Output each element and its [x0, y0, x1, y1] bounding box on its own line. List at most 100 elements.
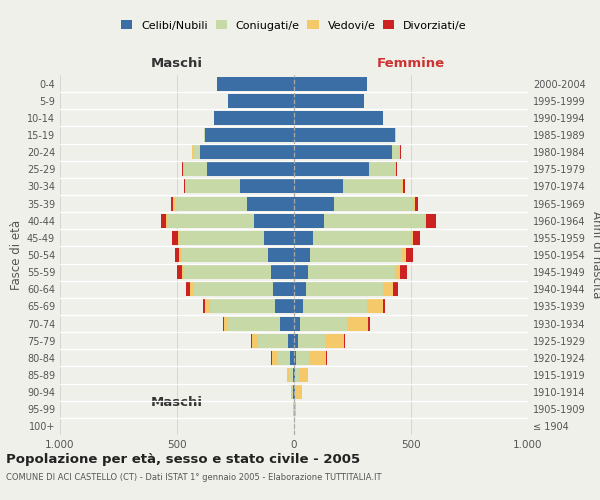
- Bar: [295, 368, 299, 382]
- Bar: [204, 128, 205, 142]
- Bar: [252, 334, 258, 347]
- Bar: [182, 248, 268, 262]
- Bar: [369, 162, 395, 176]
- Bar: [294, 76, 367, 90]
- Bar: [289, 368, 293, 382]
- Bar: [400, 265, 407, 279]
- Bar: [395, 128, 397, 142]
- Bar: [304, 300, 367, 314]
- Bar: [294, 128, 395, 142]
- Bar: [395, 265, 400, 279]
- Bar: [294, 265, 308, 279]
- Bar: [296, 351, 309, 365]
- Bar: [325, 214, 425, 228]
- Bar: [251, 334, 252, 347]
- Bar: [229, 316, 280, 330]
- Y-axis label: Anni di nascita: Anni di nascita: [590, 212, 600, 298]
- Bar: [294, 231, 313, 245]
- Bar: [214, 111, 294, 125]
- Bar: [296, 385, 302, 399]
- Bar: [175, 196, 247, 210]
- Bar: [294, 351, 296, 365]
- Bar: [190, 282, 193, 296]
- Bar: [343, 180, 401, 194]
- Bar: [294, 180, 343, 194]
- Bar: [411, 231, 413, 245]
- Bar: [224, 316, 229, 330]
- Bar: [294, 368, 295, 382]
- Bar: [347, 316, 368, 330]
- Bar: [205, 128, 294, 142]
- Bar: [294, 214, 325, 228]
- Bar: [271, 265, 294, 279]
- Bar: [172, 231, 178, 245]
- Bar: [175, 248, 179, 262]
- Bar: [310, 248, 401, 262]
- Bar: [308, 265, 395, 279]
- Bar: [313, 231, 411, 245]
- Bar: [292, 385, 293, 399]
- Bar: [280, 316, 294, 330]
- Bar: [275, 300, 294, 314]
- Bar: [293, 385, 294, 399]
- Bar: [294, 111, 383, 125]
- Bar: [300, 316, 347, 330]
- Bar: [394, 282, 398, 296]
- Bar: [161, 214, 166, 228]
- Bar: [240, 180, 294, 194]
- Bar: [294, 385, 295, 399]
- Bar: [167, 214, 254, 228]
- Bar: [182, 265, 184, 279]
- Bar: [184, 265, 271, 279]
- Bar: [205, 300, 210, 314]
- Bar: [326, 334, 344, 347]
- Bar: [309, 351, 326, 365]
- Bar: [247, 196, 294, 210]
- Bar: [179, 248, 182, 262]
- Bar: [166, 214, 167, 228]
- Bar: [229, 94, 294, 108]
- Bar: [294, 196, 334, 210]
- Bar: [293, 368, 294, 382]
- Bar: [193, 282, 273, 296]
- Bar: [426, 214, 436, 228]
- Bar: [413, 196, 415, 210]
- Bar: [268, 248, 294, 262]
- Y-axis label: Fasce di età: Fasce di età: [10, 220, 23, 290]
- Bar: [383, 282, 394, 296]
- Bar: [177, 265, 182, 279]
- Bar: [294, 300, 304, 314]
- Bar: [272, 351, 278, 365]
- Bar: [203, 300, 205, 314]
- Bar: [294, 334, 298, 347]
- Bar: [291, 385, 292, 399]
- Bar: [223, 316, 224, 330]
- Bar: [187, 180, 240, 194]
- Bar: [294, 162, 369, 176]
- Bar: [182, 162, 183, 176]
- Bar: [178, 231, 179, 245]
- Bar: [192, 145, 193, 159]
- Bar: [295, 402, 296, 416]
- Bar: [193, 145, 200, 159]
- Bar: [171, 196, 173, 210]
- Bar: [326, 351, 327, 365]
- Text: Maschi: Maschi: [151, 396, 203, 408]
- Legend: Celibi/Nubili, Coniugati/e, Vedovi/e, Divorziati/e: Celibi/Nubili, Coniugati/e, Vedovi/e, Di…: [117, 16, 471, 35]
- Bar: [401, 248, 406, 262]
- Bar: [368, 316, 370, 330]
- Bar: [288, 334, 294, 347]
- Bar: [403, 180, 404, 194]
- Bar: [294, 282, 306, 296]
- Bar: [298, 334, 326, 347]
- Bar: [184, 162, 208, 176]
- Bar: [208, 162, 294, 176]
- Bar: [425, 214, 426, 228]
- Bar: [299, 368, 308, 382]
- Text: COMUNE DI ACI CASTELLO (CT) - Dati ISTAT 1° gennaio 2005 - Elaborazione TUTTITAL: COMUNE DI ACI CASTELLO (CT) - Dati ISTAT…: [6, 472, 382, 482]
- Bar: [263, 231, 294, 245]
- Bar: [401, 180, 403, 194]
- Bar: [210, 300, 275, 314]
- Bar: [295, 385, 296, 399]
- Bar: [392, 145, 400, 159]
